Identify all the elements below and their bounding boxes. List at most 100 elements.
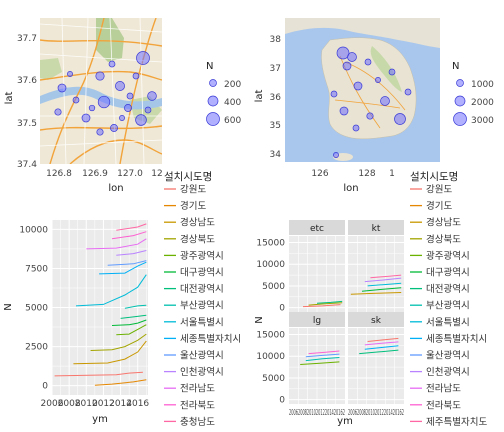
series-line xyxy=(111,231,147,240)
line-chart-panel: 0 2500 5000 7500 10000 200620082010201220142… xyxy=(3,220,149,425)
map-point xyxy=(147,91,157,101)
map-point xyxy=(380,96,390,106)
facet-series-line xyxy=(305,357,340,362)
korea-map-points xyxy=(330,46,412,158)
line-chart-x-tick: 2012 xyxy=(92,399,115,409)
map-point xyxy=(88,104,96,112)
map-point xyxy=(333,152,339,158)
line-chart-y-tick: 2500 xyxy=(25,343,48,353)
series-line xyxy=(86,238,147,250)
seoul-size-legend: N 200 400 600 xyxy=(206,61,241,126)
map-point xyxy=(388,68,396,76)
facet-series-line xyxy=(364,345,399,350)
province-legend-right-label: 경상북도 xyxy=(426,233,461,245)
korea-x-tick: 126 xyxy=(311,169,328,179)
province-legend-right-label: 서울특별시 xyxy=(426,317,470,328)
series-line xyxy=(111,319,147,326)
seoul-map-points xyxy=(54,51,157,136)
province-legend-label: 서울특별시 xyxy=(180,317,224,328)
korea-y-tick: 37 xyxy=(270,64,281,74)
province-legend-right-label: 인천광역시 xyxy=(426,366,470,378)
korea-mountain-green xyxy=(370,46,402,92)
line-chart-y-axis-label: N xyxy=(3,303,14,310)
map-point xyxy=(339,106,349,116)
province-legend-label: 광주광역시 xyxy=(180,250,224,262)
series-line xyxy=(94,379,147,386)
map-point xyxy=(126,92,134,100)
line-chart-y-tick: 0 xyxy=(42,382,48,392)
series-line xyxy=(124,304,147,309)
province-legend-right-label: 대전광역시 xyxy=(426,283,470,295)
series-line xyxy=(116,250,147,256)
province-legend-label: 전라남도 xyxy=(180,384,215,395)
map-point xyxy=(330,90,338,98)
series-line xyxy=(99,261,147,275)
seoul-legend-label: 400 xyxy=(224,98,241,108)
map-point xyxy=(366,112,374,120)
facet-y-tick: 15000 xyxy=(256,331,285,341)
map-point xyxy=(81,113,91,123)
series-line xyxy=(116,324,147,336)
line-chart-y-tick: 10000 xyxy=(19,225,48,235)
facet-series-line xyxy=(308,350,340,355)
facet-series-line xyxy=(302,304,341,308)
map-point xyxy=(97,95,111,109)
map-point xyxy=(375,77,381,83)
facet-series-line xyxy=(305,353,340,358)
series-line xyxy=(73,340,147,365)
north-korea-land xyxy=(285,18,440,48)
line-chart-grid xyxy=(51,220,148,395)
facet-strip-label: kt xyxy=(372,224,381,234)
facet-strip xyxy=(348,220,404,235)
facet-y-tick: 10000 xyxy=(256,260,285,270)
facet-strip xyxy=(289,220,345,235)
facet-series-line xyxy=(367,282,402,287)
series-line xyxy=(120,314,147,319)
series-line xyxy=(75,274,147,307)
facet-x-tick-text: 2006200820102012201420162 xyxy=(289,408,345,417)
legend-size-key xyxy=(209,79,217,87)
line-chart-x-tick: 2016 xyxy=(126,399,149,409)
line-chart-x-tick: 2006 xyxy=(41,399,64,409)
series-line xyxy=(116,223,147,231)
seoul-legend-label: 600 xyxy=(224,116,241,126)
korea-x-tick: 1 xyxy=(389,169,395,179)
map-point xyxy=(336,46,350,60)
series-line xyxy=(54,371,143,377)
map-point xyxy=(132,72,140,80)
seoul-x-tick: 126.8 xyxy=(46,169,72,179)
province-legend-right-label: 경상남도 xyxy=(426,217,461,229)
seoul-map-tiles xyxy=(40,18,162,164)
province-legend-title: 설치시도명 xyxy=(164,171,212,183)
map-point xyxy=(144,106,152,114)
province-legend-right-label: 울산광역시 xyxy=(426,350,470,362)
korea-y-tick: 38 xyxy=(270,35,282,45)
legend-size-key xyxy=(456,79,464,87)
facet-y-tick: 10000 xyxy=(256,352,285,362)
province-legend-right-title: 설치시도명 xyxy=(410,171,458,183)
seoul-y-tick: 37.6 xyxy=(17,76,37,86)
facet-strip-label: etc xyxy=(310,224,324,234)
province-legend-right: 설치시도명 강원도경기도경상남도경상북도광주광역시대구광역시대전광역시부산광역시… xyxy=(410,171,487,428)
korea-map-panel: 38 37 36 35 34 126 128 1 lon lat N 1000 … xyxy=(254,18,494,194)
map-point xyxy=(353,81,363,91)
facet-chart-panel: etc kt lg 2006200820102012201420162 sk 200620… xyxy=(254,220,404,427)
seoul-x-tick: 12 xyxy=(151,169,162,179)
province-legend-right-label: 경기도 xyxy=(426,200,452,212)
province-legend-label: 경기도 xyxy=(180,200,206,212)
series-line xyxy=(107,260,147,266)
line-chart-series xyxy=(54,223,147,386)
seoul-y-tick: 37.4 xyxy=(17,160,37,170)
province-legend-right-label: 강원도 xyxy=(426,185,452,196)
seoul-y-axis-label: lat xyxy=(4,92,15,105)
facet-series-line xyxy=(370,274,402,279)
province-legend-label: 인천광역시 xyxy=(180,366,224,378)
seoul-x-tick: 126.9 xyxy=(82,169,108,179)
facet-series-line xyxy=(361,287,402,292)
series-line xyxy=(90,333,147,351)
korea-size-legend: N 1000 2000 3000 xyxy=(452,61,494,126)
facet-series-line xyxy=(350,292,402,295)
facet-series-line xyxy=(308,302,343,306)
map-point xyxy=(110,124,118,132)
